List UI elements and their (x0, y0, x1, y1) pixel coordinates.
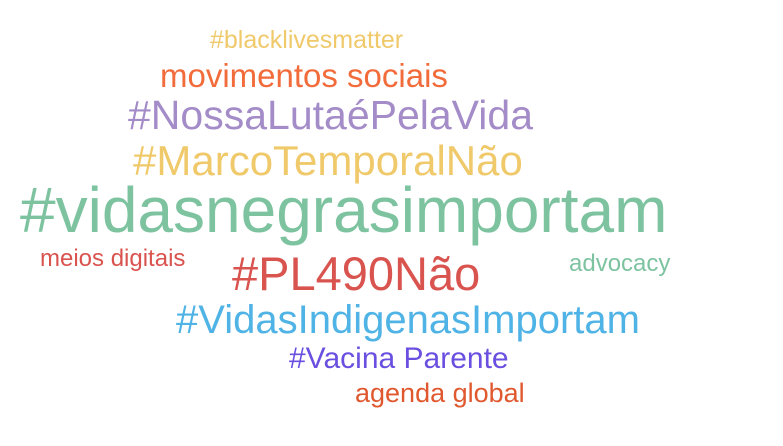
word-nossa-luta-e-pela-vida: #NossaLutaéPelaVida (128, 92, 533, 138)
word-advocacy: advocacy (569, 250, 671, 277)
word-agenda-global: agenda global (355, 378, 525, 408)
word-marco-temporal-nao: #MarcoTemporalNão (133, 137, 523, 184)
word-movimentos-sociais: movimentos sociais (160, 57, 448, 94)
word-vidas-indigenas-importam: #VidasIndigenasImportam (176, 298, 640, 342)
word-blacklivesmatter: #blacklivesmatter (210, 26, 404, 54)
word-vidas-negras-importam: #vidasnegrasimportam (20, 174, 668, 246)
word-meios-digitais: meios digitais (40, 245, 186, 272)
word-vacina-parente: #Vacina Parente (289, 342, 509, 375)
word-pl490-nao: #PL490Não (232, 247, 481, 300)
